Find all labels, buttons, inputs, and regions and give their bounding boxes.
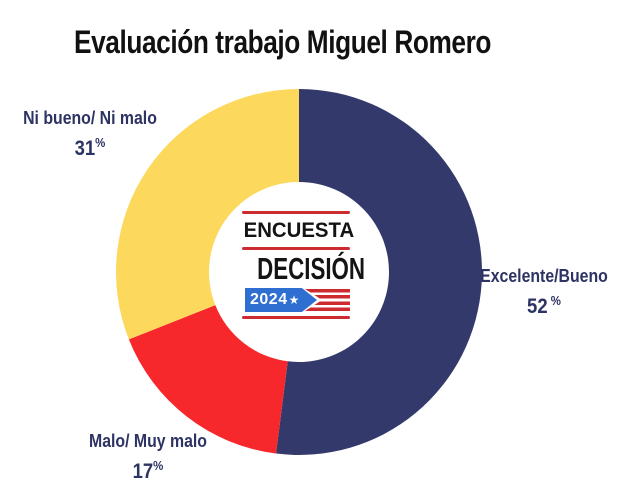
segment-percent: 31% (11, 131, 169, 161)
callout-ni-bueno-ni-malo: Ni bueno/ Ni malo 31% (11, 108, 169, 161)
percent-number: 17 (132, 460, 154, 483)
segment-percent: 17% (78, 454, 219, 484)
percent-number: 52 (527, 295, 548, 318)
percent-number: 31 (74, 137, 96, 160)
chart-title: Evaluación trabajo Miguel Romero (73, 24, 491, 60)
encuesta-decision-2024-logo: ENCUESTA DECISIÓN 2024 ★ (242, 211, 366, 333)
star-icon: ★ (288, 293, 300, 307)
percent-symbol: % (153, 458, 164, 473)
segment-percent: 52 % (477, 289, 611, 319)
segment-excelente-bueno (276, 89, 482, 455)
segment-label: Excelente/Bueno (480, 266, 608, 286)
flag-stripes-icon (305, 289, 350, 311)
logo-year-row: 2024 ★ (242, 288, 350, 312)
logo-encuesta-text: ENCUESTA (243, 219, 355, 242)
callout-excelente-bueno: Excelente/Bueno 52 % (477, 266, 611, 319)
segment-label: Ni bueno/ Ni malo (23, 108, 157, 128)
segment-ni-bueno-ni-malo (115, 89, 300, 340)
logo-decision-text: DECISIÓN (257, 251, 366, 286)
logo-divider-top (242, 211, 350, 214)
logo-divider-middle (242, 247, 350, 250)
logo-year-badge: 2024 ★ (245, 288, 317, 312)
segment-label: Malo/ Muy malo (89, 431, 207, 451)
percent-symbol: % (547, 293, 561, 308)
segment-malo-muy-malo (128, 305, 288, 454)
callout-malo-muy-malo: Malo/ Muy malo 17% (78, 431, 219, 484)
percent-symbol: % (95, 135, 106, 150)
logo-year-text: 2024 (250, 291, 288, 308)
donut-chart (115, 89, 482, 455)
logo-divider-bottom (242, 316, 350, 319)
